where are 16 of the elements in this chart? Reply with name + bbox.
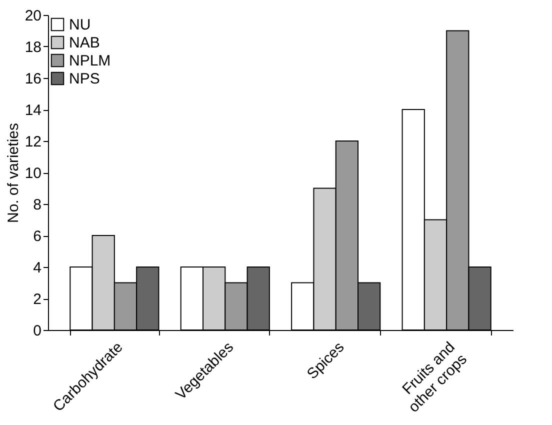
y-tick-label: 0 (33, 322, 42, 340)
legend-label: NPS (69, 70, 100, 88)
y-tick-label: 16 (24, 70, 42, 88)
y-tick-label: 12 (24, 134, 42, 150)
legend-label: NAB (69, 34, 100, 52)
y-tick-label: 14 (24, 102, 42, 119)
legend-label: NPLM (69, 52, 111, 70)
y-tick-label: 2 (33, 291, 42, 308)
legend-label: NU (69, 16, 91, 34)
y-tick-label: 10 (24, 165, 42, 182)
y-tick-label: 6 (33, 228, 42, 245)
y-axis-title: No. of varieties (4, 122, 22, 224)
y-tick-label: 4 (33, 260, 42, 276)
y-tick-label: 20 (24, 8, 42, 24)
y-tick-label: 8 (33, 196, 42, 214)
y-tick-label: 18 (24, 39, 42, 56)
